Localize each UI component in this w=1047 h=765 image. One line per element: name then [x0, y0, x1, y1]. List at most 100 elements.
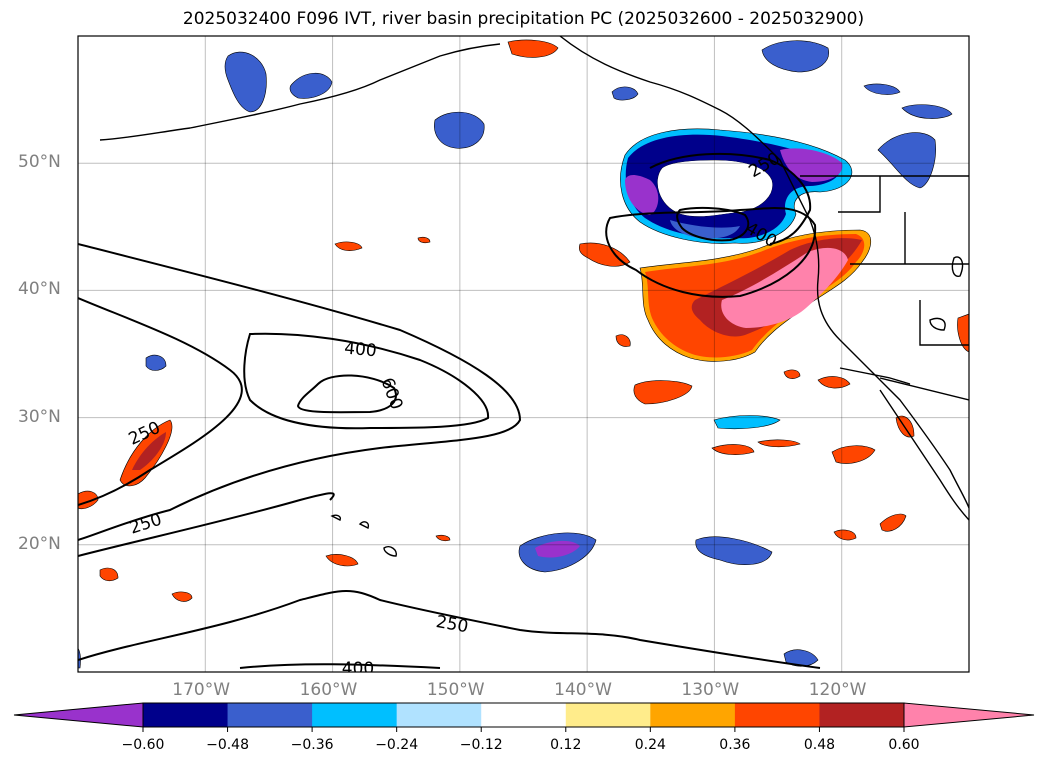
neg-blob-hawaii-ne-core [535, 540, 580, 558]
contour-600 [296, 374, 397, 414]
pos-anomaly-ca-pink [721, 247, 848, 328]
contour-label: 600 [377, 375, 407, 412]
neg-blob-gulf [434, 111, 485, 149]
x-tick-label: 170°W [172, 680, 231, 700]
colorbar-tick-label: 0.36 [719, 737, 751, 753]
colorbar-extend-right [903, 702, 1035, 728]
pos-blob-3 [711, 444, 755, 455]
x-tick-label: 140°W [554, 680, 612, 700]
neg-blob-bc-3 [901, 104, 953, 119]
x-tick-label: 160°W [299, 680, 358, 700]
ivt-low-400 [649, 152, 812, 245]
colorbar-blocks [143, 703, 905, 727]
colorbar-block [227, 703, 313, 727]
colorbar-block [312, 703, 398, 727]
colorbar-block [565, 703, 651, 727]
aleutian-islands [99, 43, 501, 141]
alaska-coast [559, 36, 969, 509]
x-tick-label: 130°W [681, 680, 740, 700]
mexico-border [839, 367, 911, 385]
pos-blob-6 [879, 513, 907, 532]
ivt-low-inner [676, 206, 750, 242]
y-tick-label: 40°N [18, 279, 61, 300]
hawaii-oahu [330, 514, 342, 521]
pos-blob-15 [417, 236, 431, 244]
y-tick-label: 30°N [18, 406, 61, 427]
neg-anomaly-purple-ne [780, 148, 843, 182]
colorbar-block [396, 703, 482, 727]
contour-label: 400 [342, 659, 374, 679]
colorbar-tick-label: 0.48 [803, 737, 836, 753]
baja-coast [879, 389, 969, 521]
colorbar-tick-label: −0.48 [206, 737, 249, 753]
hawaii-maui [358, 521, 370, 529]
contour-label: 400 [343, 339, 377, 362]
pos-blob-17 [435, 534, 451, 542]
colorbar-tick-label: 0.60 [888, 737, 920, 753]
colorbar-block [481, 703, 567, 727]
neg-blob-bc-1 [611, 86, 639, 101]
colorbar-block [650, 703, 736, 727]
pos-blob-5 [831, 445, 876, 464]
pos-blob-8 [99, 567, 119, 582]
coastlines [99, 36, 969, 557]
colorbar-outline [142, 702, 905, 728]
contour-250-outer [78, 243, 522, 541]
colorbar-tick-label: −0.12 [459, 737, 503, 753]
pos-blob-7 [833, 529, 857, 541]
ivt-contours [78, 152, 821, 669]
colorbar-block [143, 703, 229, 727]
colorbar-extend-left [13, 702, 144, 728]
pos-blob-10 [325, 554, 359, 567]
neg-blob-e2 [713, 415, 781, 430]
colorbar-tick-label: 0.24 [634, 737, 666, 753]
colorbar [13, 702, 1035, 732]
colorbar-tick-label: 0.12 [550, 737, 582, 753]
contour-label: 250 [434, 612, 469, 637]
pos-blob-gulf-top [507, 39, 559, 58]
pos-blob-13 [783, 369, 801, 379]
neg-blob-bc-2 [863, 83, 901, 95]
pos-anomaly-sw [633, 380, 693, 405]
contour-400-inner [78, 297, 243, 506]
precip-shading [78, 39, 969, 669]
map-frame [77, 35, 970, 673]
colorbar-block [819, 703, 905, 727]
colorbar-tick-label: −0.60 [121, 737, 165, 753]
colorbar-block [734, 703, 820, 727]
y-tick-label: 20°N [18, 533, 61, 554]
pos-blob-1 [334, 241, 363, 251]
colorbar-tick-label: −0.24 [375, 737, 419, 753]
seattle-region [929, 256, 964, 331]
y-tick-label: 50°N [18, 152, 61, 173]
neg-blob-e [695, 536, 773, 565]
pos-blob-16 [615, 334, 631, 347]
gridlines [78, 36, 969, 672]
neg-blob-alaska-se [761, 40, 829, 73]
pos-blob-9 [171, 591, 193, 602]
us-state-borders [838, 176, 969, 401]
x-tick-label: 150°W [426, 680, 485, 700]
colorbar-tick-label: −0.36 [290, 737, 334, 753]
neg-anomaly-blue-s [670, 220, 740, 239]
pos-blob-4 [757, 439, 801, 448]
contour-400-mid [243, 332, 490, 430]
x-tick-label: 120°W [808, 680, 867, 700]
contour-400-bottom [239, 663, 441, 669]
contour-label: 250 [127, 510, 164, 539]
pos-blob-12 [957, 313, 969, 353]
neg-blob-sw-corner [78, 647, 81, 669]
map-title: 2025032400 F096 IVT, river basin precipi… [182, 9, 865, 29]
pos-blob-2 [817, 376, 851, 389]
contour-250-lower [78, 590, 821, 669]
ivt-low-outer [605, 207, 817, 298]
neg-blob-aleutian-w [224, 51, 267, 113]
neg-anomaly-purple-w [625, 175, 659, 215]
neg-blob-canada [877, 132, 936, 189]
contour-250-south [78, 492, 335, 557]
hawaii-big-island [383, 546, 397, 557]
neg-blob-aleutian-c [289, 72, 333, 99]
pos-blob-hawaii-w-core [132, 432, 166, 470]
